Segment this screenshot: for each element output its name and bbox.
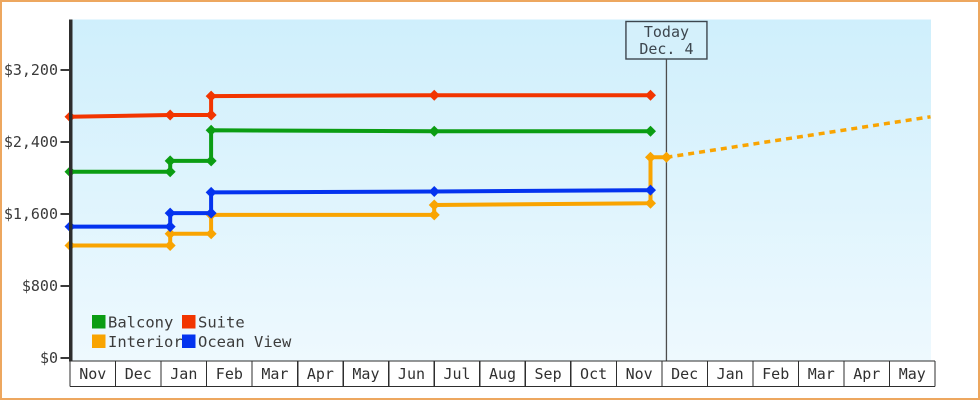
data-point-marker-balcony	[164, 166, 176, 178]
month-label: Mar	[808, 365, 835, 383]
month-label: Jul	[443, 365, 470, 383]
today-box	[625, 20, 708, 60]
legend-swatch-balcony	[92, 315, 106, 329]
month-label: Apr	[853, 365, 880, 383]
y-axis-line	[69, 19, 73, 362]
data-point-marker-interior	[428, 209, 440, 221]
month-label: Aug	[489, 365, 516, 383]
data-point-marker-interior	[205, 228, 217, 240]
data-point-marker-ocean-view	[164, 207, 176, 219]
month-label: Feb	[216, 365, 243, 383]
data-point-marker-balcony	[645, 125, 657, 137]
today-date: Dec. 4	[639, 40, 693, 58]
month-label: Apr	[307, 365, 334, 383]
month-label: Dec	[671, 365, 698, 383]
data-point-marker-interior	[645, 197, 657, 209]
today-label: Today	[644, 23, 689, 41]
y-axis-label: $1,600	[4, 205, 58, 223]
month-label: Sep	[535, 365, 562, 383]
y-axis-label: $800	[22, 277, 58, 295]
y-axis-label: $0	[40, 349, 58, 367]
data-point-marker-ocean-view	[428, 186, 440, 197]
data-point-marker-suite	[645, 89, 657, 101]
month-label: Mar	[261, 365, 288, 383]
month-label: Feb	[762, 365, 789, 383]
legend-swatch-suite	[182, 315, 196, 329]
data-point-marker-interior	[164, 228, 176, 240]
data-point-marker-interior	[164, 240, 176, 251]
series-line-interior	[70, 155, 667, 248]
data-point-marker-suite	[164, 109, 176, 121]
projected-price-line	[666, 115, 931, 160]
y-axis-label: $2,400	[4, 133, 58, 151]
month-label: Jan	[170, 365, 197, 383]
month-label: Dec	[125, 365, 152, 383]
month-label: Oct	[580, 365, 607, 383]
legend-label-suite: Suite	[198, 314, 245, 332]
data-point-marker-balcony	[205, 124, 217, 136]
series-line-suite	[69, 93, 651, 119]
y-axis-label: $3,200	[4, 61, 58, 79]
data-point-marker-suite	[205, 109, 217, 121]
legend-label-balcony: Balcony	[108, 314, 173, 332]
legend-swatch-ocean-view	[182, 334, 196, 348]
data-point-marker-balcony	[205, 155, 217, 167]
legend-swatch-interior	[92, 334, 106, 348]
data-point-marker-interior	[428, 199, 440, 211]
data-point-marker-suite	[428, 89, 440, 101]
month-label: Nov	[79, 365, 106, 383]
data-point-marker-suite	[205, 90, 217, 102]
data-point-marker-balcony	[428, 125, 440, 137]
legend-label-interior: Interior	[108, 333, 183, 351]
data-point-marker-ocean-view	[645, 184, 657, 196]
legend-label-ocean-view: Ocean View	[198, 333, 292, 351]
month-label: Nov	[626, 365, 653, 383]
data-point-marker-interior	[645, 151, 657, 163]
data-point-marker-ocean-view	[205, 207, 217, 219]
data-point-marker-ocean-view	[164, 221, 176, 233]
month-label: Jan	[717, 365, 744, 383]
month-label: May	[899, 365, 926, 383]
month-label: May	[352, 365, 379, 383]
data-point-marker-balcony	[164, 155, 176, 167]
data-point-marker-ocean-view	[205, 186, 217, 198]
month-label: Jun	[398, 365, 425, 383]
